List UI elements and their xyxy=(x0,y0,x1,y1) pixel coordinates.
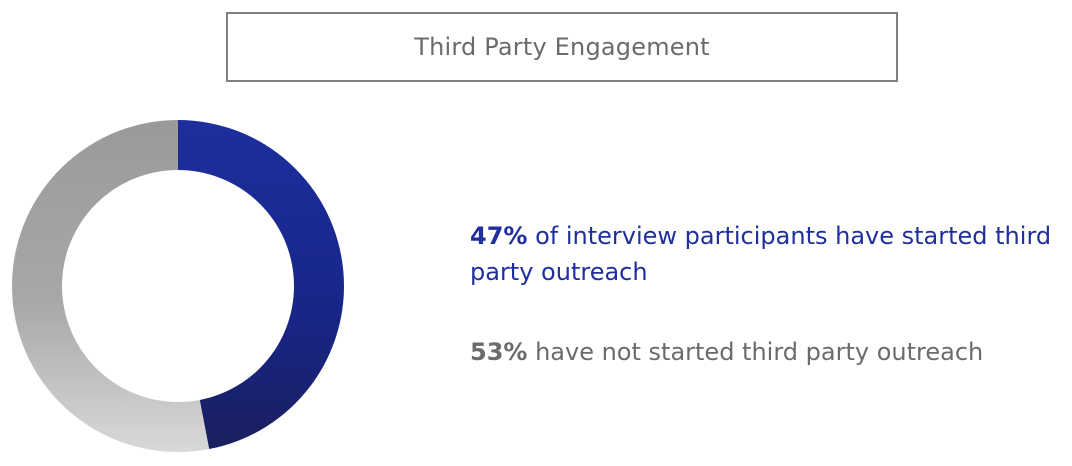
stat-started-text: of interview participants have started t… xyxy=(470,222,1052,286)
donut-slice-started xyxy=(178,120,345,450)
chart-title: Third Party Engagement xyxy=(414,33,710,61)
stat-started-pct: 47% xyxy=(470,222,528,250)
donut-slice-not-started xyxy=(12,120,210,452)
donut-svg xyxy=(12,120,345,452)
stat-not-started-pct: 53% xyxy=(470,338,528,366)
stat-not-started-text: have not started third party outreach xyxy=(527,338,984,366)
stat-not-started: 53% have not started third party outreac… xyxy=(470,334,1060,370)
chart-title-box: Third Party Engagement xyxy=(226,12,898,82)
stat-started: 47% of interview participants have start… xyxy=(470,218,1060,290)
donut-chart xyxy=(0,120,360,466)
